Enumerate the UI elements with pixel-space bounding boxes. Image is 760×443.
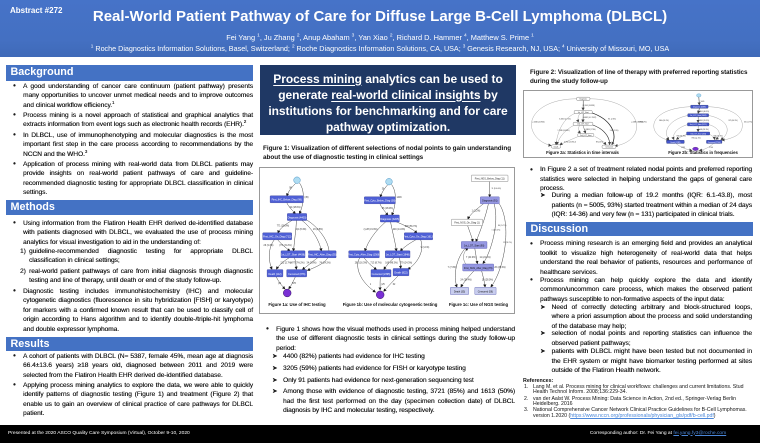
svg-text:First_IHC_Below_Diag (98): First_IHC_Below_Diag (98) <box>272 199 302 202</box>
svg-text:9 (1.1%): 9 (1.1%) <box>421 247 430 249</box>
svg-text:3806 (46.3%): 3806 (46.3%) <box>699 111 710 113</box>
svg-text:169 (48.3%): 169 (48.3%) <box>385 262 398 264</box>
svg-text:p.4666 (4.1966): p.4666 (4.1966) <box>533 121 545 123</box>
svg-text:2nd_LOT_Start (1371): 2nd_LOT_Start (1371) <box>690 123 707 126</box>
svg-text:First_NGS_On_Diag (1): First_NGS_On_Diag (1) <box>454 221 480 224</box>
svg-text:771 (28.0%): 771 (28.0%) <box>277 225 290 227</box>
svg-text:Censored (56): Censored (56) <box>478 290 493 293</box>
svg-text:Death (35): Death (35) <box>454 290 465 293</box>
svg-text:2nd_LOT_Start: 2nd_LOT_Start <box>577 123 589 126</box>
svg-text:1366 (26.3%): 1366 (26.3%) <box>699 120 710 122</box>
svg-text:Diagnosis: Diagnosis <box>579 98 587 100</box>
svg-text:1st_LOT_Start: 1st_LOT_Start <box>578 111 590 114</box>
svg-text:74 (24.2%): 74 (24.2%) <box>319 262 330 264</box>
svg-text:1.07 (2.3%): 1.07 (2.3%) <box>610 130 619 132</box>
svg-text:84 (%.7%): 84 (%.7%) <box>498 225 507 227</box>
svg-text:1st_LOT_Start (4438): 1st_LOT_Start (4438) <box>281 254 305 257</box>
svg-text:Death (1289): Death (1289) <box>670 141 680 144</box>
svg-text:0.3883 (7.780): 0.3883 (7.780) <box>585 129 596 131</box>
svg-text:11 (24.4%): 11 (24.4%) <box>479 257 490 259</box>
svg-text:26 (0.5%): 26 (0.5%) <box>313 229 323 231</box>
svg-text:3rd_LOT_Start (434): 3rd_LOT_Start (434) <box>690 132 706 135</box>
svg-text:Diagnosis (91): Diagnosis (91) <box>482 200 498 203</box>
svg-text:(7% (%.2%): (7% (%.2%) <box>279 245 291 247</box>
svg-text:(1,28 (31.9%): (1,28 (31.9%) <box>364 229 378 231</box>
svg-text:785 (ap.1%): 785 (ap.1%) <box>691 137 701 139</box>
svg-text:Death: Death <box>554 145 559 148</box>
svg-text:Diagnosis (4400): Diagnosis (4400) <box>288 216 307 219</box>
svg-text:1289: 1289 <box>681 147 685 149</box>
svg-text:(25: (25 <box>381 284 385 286</box>
svg-text:First_NGS_Below_Diag (11): First_NGS_Below_Diag (11) <box>475 177 505 180</box>
svg-text:449 (14.0%): 449 (14.0%) <box>393 229 406 231</box>
svg-text:7 (7.3%): 7 (7.3%) <box>448 267 457 269</box>
svg-text:36 (18.0%): 36 (18.0%) <box>382 208 393 210</box>
svg-text:0.78ar (4.196.2): 0.78ar (4.196.2) <box>564 140 576 143</box>
svg-text:1 (1.2%): 1 (1.2%) <box>472 210 481 212</box>
svg-text:3(2 (8.4%): 3(2 (8.4%) <box>296 229 307 231</box>
svg-text:1.7985 (8.4981): 1.7985 (8.4981) <box>558 130 570 132</box>
svg-text:(477 (7%.2%): (477 (7%.2%) <box>291 262 305 264</box>
svg-text:2706: 2706 <box>709 147 713 149</box>
svg-text:876: 876 <box>292 283 297 285</box>
svg-text:1 (100.0%): 1 (100.0%) <box>491 229 500 231</box>
svg-text:62: 62 <box>393 284 396 286</box>
svg-text:375 (40.9%): 375 (40.9%) <box>728 120 738 122</box>
svg-text:122 (2.7%): 122 (2.7%) <box>280 262 291 264</box>
svg-text:(12: (12 <box>278 283 282 285</box>
svg-text:Death (112): Death (112) <box>269 273 282 276</box>
svg-text:First_NGS_After_Diag (79): First_NGS_After_Diag (79) <box>464 267 493 270</box>
svg-text:11 (100.0%): 11 (100.0%) <box>491 188 501 190</box>
svg-text:5005: 5005 <box>701 101 705 103</box>
svg-text:98 (2.3%): 98 (2.3%) <box>596 141 604 143</box>
svg-text:779 (24.3%): 779 (24.3%) <box>400 262 413 264</box>
svg-text:First_IHC_After_Diag (55): First_IHC_After_Diag (55) <box>308 254 337 257</box>
svg-text:First_Cyto_Below_Diag (38): First_Cyto_Below_Diag (38) <box>364 200 395 203</box>
svg-text:(4) 345 (24.398): (4) 345 (24.398) <box>582 105 595 107</box>
svg-text:Censored (876): Censored (876) <box>288 273 305 276</box>
svg-text:3rd_LOT_Start: 3rd_LOT_Start <box>580 134 592 137</box>
svg-text:1439: 1439 <box>396 197 402 199</box>
svg-text:Censored (2706): Censored (2706) <box>708 141 721 144</box>
svg-text:281 (16.3%): 281 (16.3%) <box>355 262 368 264</box>
svg-text:1: 1 <box>370 284 372 286</box>
svg-text:Censored: Censored <box>605 146 612 149</box>
svg-text:34 (3.0%): 34 (3.0%) <box>307 262 317 264</box>
svg-text:Censored (2395): Censored (2395) <box>372 273 391 276</box>
svg-text:26 (3.4%): 26 (3.4%) <box>264 245 274 247</box>
svg-text:(45): (45) <box>304 197 308 199</box>
svg-text:713 (8.7%): 713 (8.7%) <box>370 262 381 264</box>
svg-text:12 (24.2%): 12 (24.2%) <box>503 242 512 244</box>
svg-text:1st_LOT_Start (90): 1st_LOT_Start (90) <box>464 244 485 247</box>
svg-text:First_Cyto_On_Diag (1613): First_Cyto_On_Diag (1613) <box>403 236 434 239</box>
svg-text:24 (35.4%): 24 (35.4%) <box>460 279 471 281</box>
svg-text:Diagnosis (5387): Diagnosis (5387) <box>693 107 706 109</box>
svg-text:p.4845 (7.1985): p.4845 (7.1985) <box>632 121 644 123</box>
svg-text:346 (26.3%): 346 (26.3%) <box>713 135 723 137</box>
svg-text:6.4063 (2. 701): 6.4063 (2. 701) <box>559 118 571 120</box>
svg-text:Diagnosis (3205): Diagnosis (3205) <box>380 218 399 221</box>
svg-text:1st_LOT_Start (1948): 1st_LOT_Start (1948) <box>386 254 410 257</box>
svg-text:36: 36 <box>382 188 385 190</box>
svg-text:First_IHC_On_Diag (712): First_IHC_On_Diag (712) <box>263 236 291 239</box>
svg-text:1st_LOT_Start (5005): 1st_LOT_Start (5005) <box>690 114 707 117</box>
svg-text:766 (36.3%): 766 (36.3%) <box>676 135 686 137</box>
svg-text:26 (28.3%): 26 (28.3%) <box>494 267 505 269</box>
svg-text:446 (36.3%): 446 (36.3%) <box>699 129 709 131</box>
svg-text:Death (822): Death (822) <box>394 272 407 275</box>
svg-text:Rb5 (40.1%): Rb5 (40.1%) <box>659 120 669 122</box>
svg-text:19 (28.0%): 19 (28.0%) <box>482 279 493 281</box>
svg-text:248 (56.7%): 248 (56.7%) <box>405 226 418 228</box>
svg-text:44 (18.0%): 44 (18.0%) <box>289 207 300 209</box>
svg-text:165 (1.7%): 165 (1.7%) <box>744 121 753 123</box>
svg-text:193 (4.7%): 193 (4.7%) <box>638 121 647 123</box>
svg-text:98: 98 <box>289 187 292 189</box>
svg-text:7 (43.3%): 7 (43.3%) <box>466 257 476 259</box>
svg-text:First_Cyto_After_Diag (1566): First_Cyto_After_Diag (1566) <box>348 254 380 257</box>
svg-text:0.4882 (4.2.1947): 0.4882 (4.2.1947) <box>583 117 597 119</box>
svg-text:90. (2.6%): 90. (2.6%) <box>608 118 616 120</box>
